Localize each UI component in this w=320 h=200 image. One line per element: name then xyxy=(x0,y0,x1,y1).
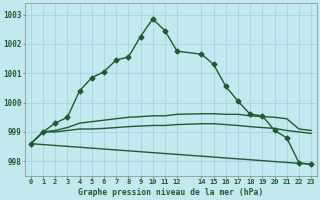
X-axis label: Graphe pression niveau de la mer (hPa): Graphe pression niveau de la mer (hPa) xyxy=(78,188,264,197)
